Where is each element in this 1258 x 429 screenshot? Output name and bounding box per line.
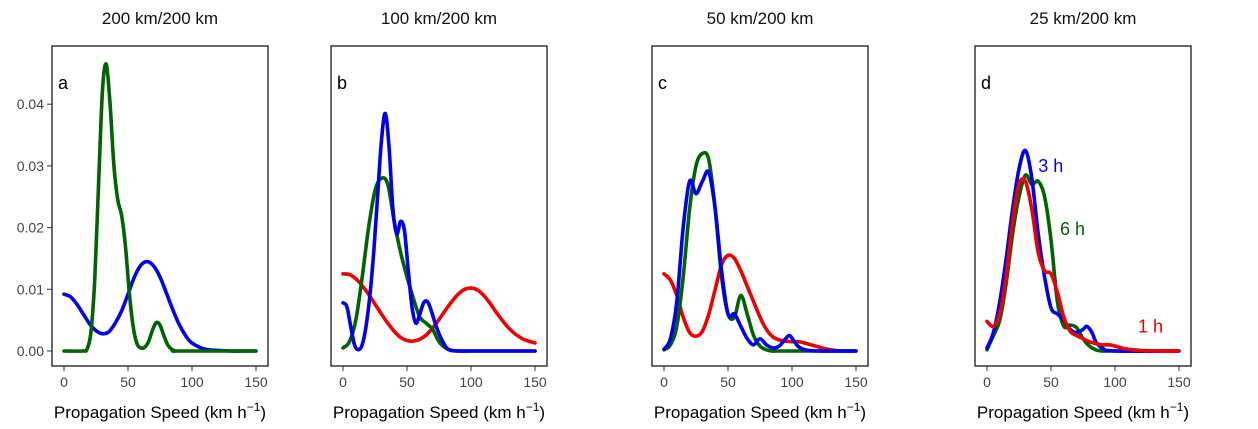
panel-d: 25 km/200 km d 0 50 100 150 Propagation Speed … <box>974 9 1192 422</box>
x-axis-label: Propagation Speed (km h−1) <box>333 400 545 422</box>
y-tick-label: 0.04 <box>17 96 44 112</box>
series-group <box>341 111 537 353</box>
y-tick-label: 0.03 <box>17 158 44 174</box>
series-annotation: 1 h <box>1138 316 1163 336</box>
panel-title: 100 km/200 km <box>381 9 497 28</box>
x-axis-label: Propagation Speed (km h−1) <box>654 400 866 422</box>
panel-title: 200 km/200 km <box>102 9 218 28</box>
plot-frame <box>651 45 869 367</box>
x-tick-label: 150 <box>244 374 268 390</box>
series-line <box>985 176 1181 353</box>
series-line <box>62 62 258 353</box>
series-annotation: 3 h <box>1038 156 1063 176</box>
x-axis-label-sup: −1 <box>526 400 540 414</box>
y-tick-label: 0.01 <box>17 281 44 297</box>
panel-label: b <box>337 73 347 93</box>
x-tick-label: 100 <box>459 374 483 390</box>
x-tick-label: 0 <box>60 374 68 390</box>
x-tick-label: 50 <box>120 374 136 390</box>
x-tick-label: 50 <box>1043 374 1059 390</box>
x-axis-label-main: Propagation Speed (km h <box>654 403 847 422</box>
x-tick-label: 50 <box>720 374 736 390</box>
y-tick-label: 0.02 <box>17 220 44 236</box>
series-line <box>341 111 537 353</box>
panel-label: a <box>58 73 69 93</box>
x-axis-label-main: Propagation Speed (km h <box>977 403 1170 422</box>
x-tick-label: 100 <box>1103 374 1127 390</box>
plot-frame <box>974 45 1192 367</box>
x-axis-label-close: ) <box>1183 403 1189 422</box>
x-tick-label: 100 <box>780 374 804 390</box>
x-axis-label-close: ) <box>860 403 866 422</box>
series-group <box>62 62 258 353</box>
x-axis-label-close: ) <box>260 403 266 422</box>
series-group <box>985 148 1181 354</box>
x-tick-label: 150 <box>523 374 547 390</box>
x-axis-label-close: ) <box>539 403 545 422</box>
plot-frame <box>330 45 548 367</box>
x-tick-label: 0 <box>660 374 668 390</box>
panel-label: d <box>981 73 991 93</box>
x-axis-label: Propagation Speed (km h−1) <box>977 400 1189 422</box>
x-axis-label-main: Propagation Speed (km h <box>54 403 247 422</box>
panel-label: c <box>658 73 667 93</box>
panel-c: 50 km/200 km c 0 50 100 150 Propagation Speed … <box>651 9 869 422</box>
y-tick-label: 0.00 <box>17 343 44 359</box>
x-tick-label: 150 <box>844 374 868 390</box>
plot-frame <box>51 45 269 367</box>
panels: 200 km/200 km a 0 50 100 150 0.00 0.01 0.02 0.03 0… <box>17 9 1192 422</box>
x-axis-label-sup: −1 <box>1170 400 1184 414</box>
x-axis-label: Propagation Speed (km h−1) <box>54 400 266 422</box>
x-tick-label: 50 <box>399 374 415 390</box>
x-axis-label-sup: −1 <box>247 400 261 414</box>
series-line <box>662 169 858 353</box>
x-tick-label: 0 <box>983 374 991 390</box>
series-group <box>662 150 858 353</box>
x-tick-label: 100 <box>180 374 204 390</box>
panel-a: 200 km/200 km a 0 50 100 150 0.00 0.01 0.02 0.03 0… <box>17 9 269 422</box>
series-annotation: 6 h <box>1060 219 1085 239</box>
x-axis-label-main: Propagation Speed (km h <box>333 403 526 422</box>
panel-b: 100 km/200 km b 0 50 100 150 Propagation Speed… <box>330 9 548 422</box>
series-line <box>662 253 858 353</box>
series-line <box>341 272 537 345</box>
panel-title: 50 km/200 km <box>707 9 814 28</box>
panel-title: 25 km/200 km <box>1030 9 1137 28</box>
x-tick-label: 0 <box>339 374 347 390</box>
x-tick-label: 150 <box>1167 374 1191 390</box>
x-axis-label-sup: −1 <box>847 400 861 414</box>
